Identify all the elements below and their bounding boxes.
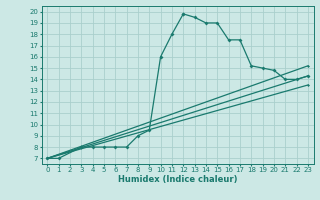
X-axis label: Humidex (Indice chaleur): Humidex (Indice chaleur): [118, 175, 237, 184]
